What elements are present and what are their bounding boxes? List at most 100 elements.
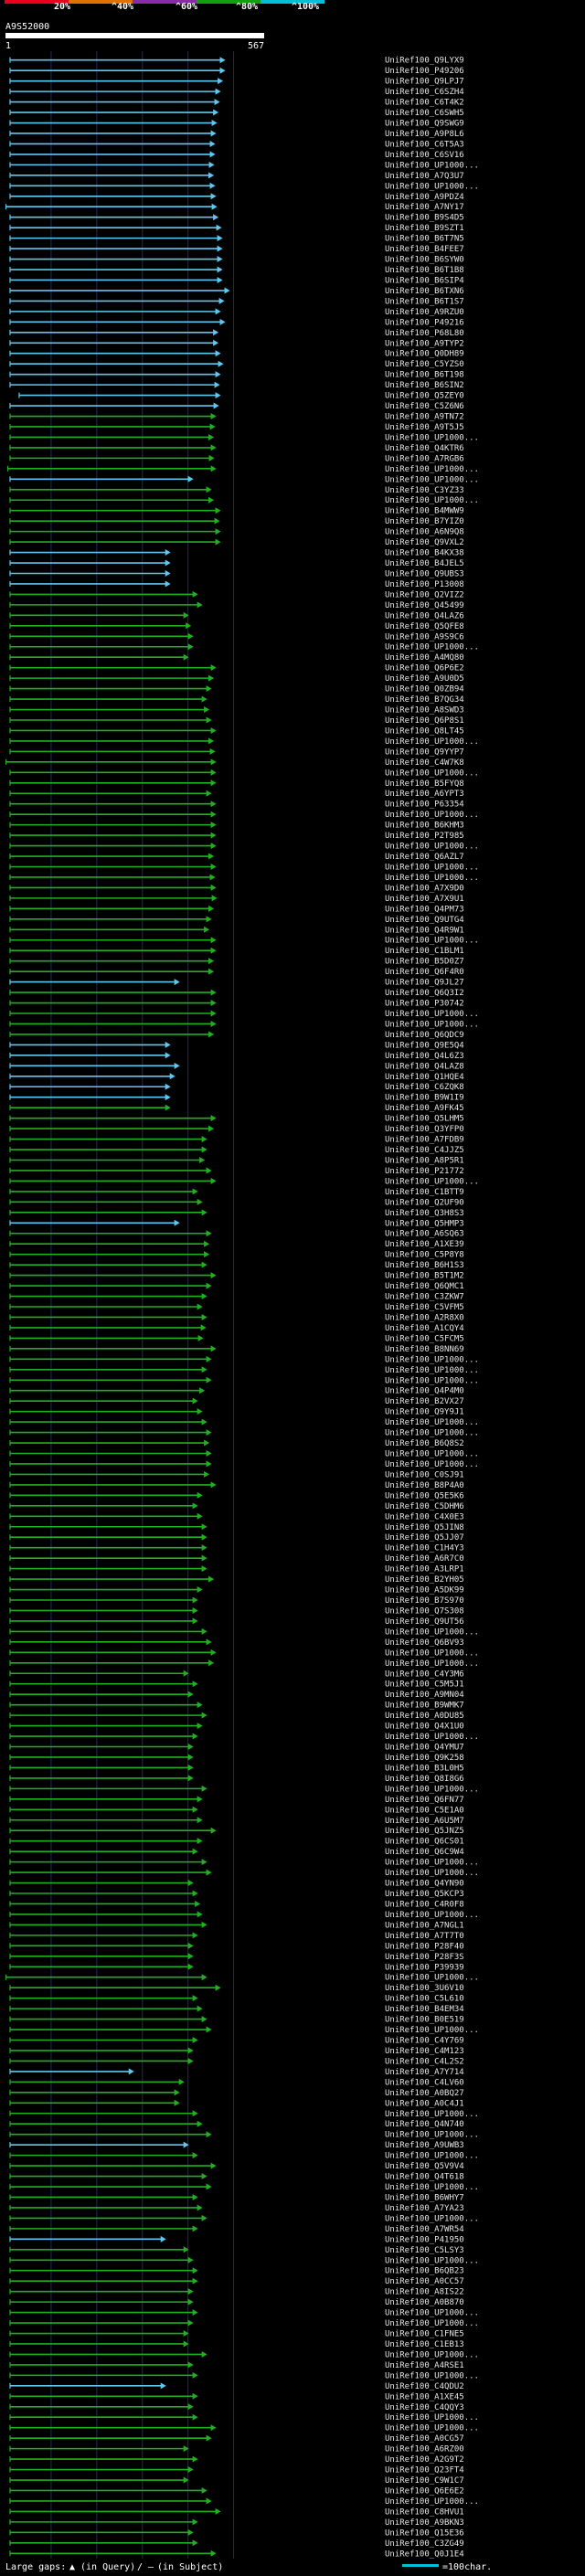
- hit-row: UniRef100_Q5JIN8: [9, 1523, 464, 1532]
- hit-row: UniRef100_Q9UT56: [9, 1617, 464, 1627]
- hit-arrow: [187, 2256, 194, 2263]
- hit-arrow: [208, 1031, 215, 1038]
- hit-row: UniRef100_P21772: [9, 1167, 464, 1176]
- hit-label: UniRef100_A9TN72: [385, 413, 464, 422]
- hit-label: UniRef100_A9T5J5: [385, 423, 464, 432]
- hit-label: UniRef100_UP1000...: [385, 737, 479, 747]
- hit-label: UniRef100_C1EB13: [385, 2340, 464, 2349]
- hit-label: UniRef100_B6T7N5: [385, 235, 464, 244]
- hit-label: UniRef100_Q5KCP3: [385, 1890, 464, 1899]
- hit-arrow: [208, 674, 215, 682]
- hit-label: UniRef100_Q9Y9J1: [385, 1408, 464, 1417]
- hit-arrow: [214, 381, 220, 388]
- hit-arrow: [206, 2183, 212, 2190]
- hit-row: UniRef100_Q9LPJ7: [9, 78, 464, 87]
- hit-label: UniRef100_Q4LAZ6: [385, 611, 464, 620]
- hit-row: UniRef100_C5E1A0: [9, 1806, 464, 1815]
- hit-arrow: [192, 1606, 198, 1614]
- hit-label: UniRef100_B9S4D5: [385, 214, 464, 223]
- hit-label: UniRef100_P49216: [385, 318, 464, 327]
- hit-label: UniRef100_UP1000...: [385, 1733, 479, 1742]
- hit-arrow: [217, 245, 223, 252]
- hit-row: UniRef100_Q5HMP3: [9, 1219, 464, 1228]
- hit-row: UniRef100_A9S9C6: [9, 632, 464, 641]
- hit-arrow: [201, 2486, 207, 2494]
- hit-label: UniRef100_B0E519: [385, 2016, 464, 2025]
- hit-arrow: [165, 1094, 171, 1101]
- hit-arrow: [165, 1083, 171, 1090]
- hit-row: UniRef100_C5P8Y8: [9, 1251, 464, 1260]
- hit-arrow: [201, 1627, 207, 1635]
- hit-arrow: [206, 2434, 212, 2442]
- hit-label: UniRef100_A5DK99: [385, 1586, 464, 1595]
- hit-row: UniRef100_UP1000...: [9, 1010, 479, 1019]
- hit-row: UniRef100_UP1000...: [9, 1450, 479, 1459]
- hit-arrow: [201, 2214, 207, 2221]
- hit-arrow: [210, 465, 217, 472]
- hit-row: UniRef100_UP1000...: [9, 2152, 479, 2161]
- scale-segment-1: [5, 0, 69, 4]
- hit-arrow: [187, 1775, 194, 1782]
- hit-label: UniRef100_UP1000...: [385, 2497, 479, 2507]
- hit-arrow: [199, 1387, 206, 1394]
- hit-arrow: [201, 1366, 207, 1373]
- hit-label: UniRef100_UP1000...: [385, 496, 479, 505]
- hit-row: UniRef100_B9WMK7: [9, 1701, 464, 1711]
- hit-label: UniRef100_Q2VIZ2: [385, 590, 464, 599]
- hit-label: UniRef100_P28F40: [385, 1942, 464, 1951]
- hit-arrow: [201, 1209, 207, 1216]
- hit-row: UniRef100_Q5LHM5: [9, 1115, 464, 1124]
- hit-row: UniRef100_A0DU85: [9, 1712, 464, 1721]
- hit-label: UniRef100_A2R8X0: [385, 1313, 464, 1322]
- hit-row: UniRef100_P41950: [9, 2235, 464, 2244]
- hit-label: UniRef100_UP1000...: [385, 1974, 479, 1983]
- hit-label: UniRef100_A6SQ63: [385, 1230, 464, 1239]
- hit-row: UniRef100_C0SJ91: [9, 1470, 464, 1479]
- hit-row: UniRef100_A6U5M7: [9, 1817, 464, 1826]
- hit-arrow: [128, 2068, 134, 2075]
- hit-label: UniRef100_Q6E6E2: [385, 2486, 464, 2496]
- hit-label: UniRef100_C4L2S2: [385, 2057, 464, 2066]
- hit-arrow: [210, 843, 217, 850]
- hit-arrow: [206, 790, 212, 797]
- hit-arrow: [197, 601, 203, 609]
- hit-arrow: [217, 276, 223, 283]
- hit-arrow: [187, 2528, 194, 2536]
- hit-arrow: [211, 120, 218, 127]
- hit-row: UniRef100_Q4KTR6: [9, 444, 464, 453]
- hit-arrow: [183, 611, 189, 619]
- hit-arrow: [206, 716, 212, 724]
- hit-label: UniRef100_Q8I8G6: [385, 1775, 464, 1784]
- hit-arrow: [201, 2350, 207, 2358]
- hit-arrow: [210, 2424, 217, 2432]
- hit-label: UniRef100_Q2UF90: [385, 1198, 464, 1207]
- identity-scale-labels: 20% ^40% ^60% ^80% ^100%: [54, 2, 319, 12]
- hit-label: UniRef100_A9PDZ4: [385, 193, 464, 202]
- hit-label: UniRef100_UP1000...: [385, 2319, 479, 2328]
- hit-arrow: [210, 1020, 217, 1027]
- hit-row: UniRef100_C4QQY3: [9, 2403, 464, 2412]
- hit-row: UniRef100_A1XE39: [9, 1240, 464, 1249]
- hit-label: UniRef100_C4R0F8: [385, 1900, 464, 1909]
- hit-row: UniRef100_UP1000...: [9, 2214, 479, 2223]
- hit-row: UniRef100_B6T7N5: [9, 235, 464, 244]
- hit-arrow: [217, 256, 223, 263]
- hit-arrow: [215, 308, 221, 315]
- hit-arrow: [192, 1890, 198, 1897]
- hit-row: UniRef100_A6YPT3: [9, 790, 464, 799]
- hit-arrow: [199, 1156, 206, 1163]
- hit-arrow: [187, 1963, 194, 1970]
- hit-row: UniRef100_C1BTT9: [9, 1188, 464, 1197]
- hit-label: UniRef100_C1H4Y3: [385, 1544, 464, 1553]
- hit-row: UniRef100_UP1000...: [9, 2110, 479, 2119]
- hit-row: UniRef100_A8SWD3: [9, 706, 464, 716]
- hit-label: UniRef100_C4QQY3: [385, 2403, 464, 2412]
- hit-arrow: [209, 140, 216, 147]
- hit-arrow: [186, 622, 192, 630]
- hit-row: UniRef100_Q2VIZ2: [9, 590, 464, 599]
- hit-label: UniRef100_C6T4K2: [385, 99, 464, 108]
- hit-label: UniRef100_B3L0H5: [385, 1764, 464, 1773]
- query-end: 567: [248, 41, 264, 51]
- hit-label: UniRef100_Q9K258: [385, 1754, 464, 1763]
- hit-arrow: [206, 2131, 212, 2138]
